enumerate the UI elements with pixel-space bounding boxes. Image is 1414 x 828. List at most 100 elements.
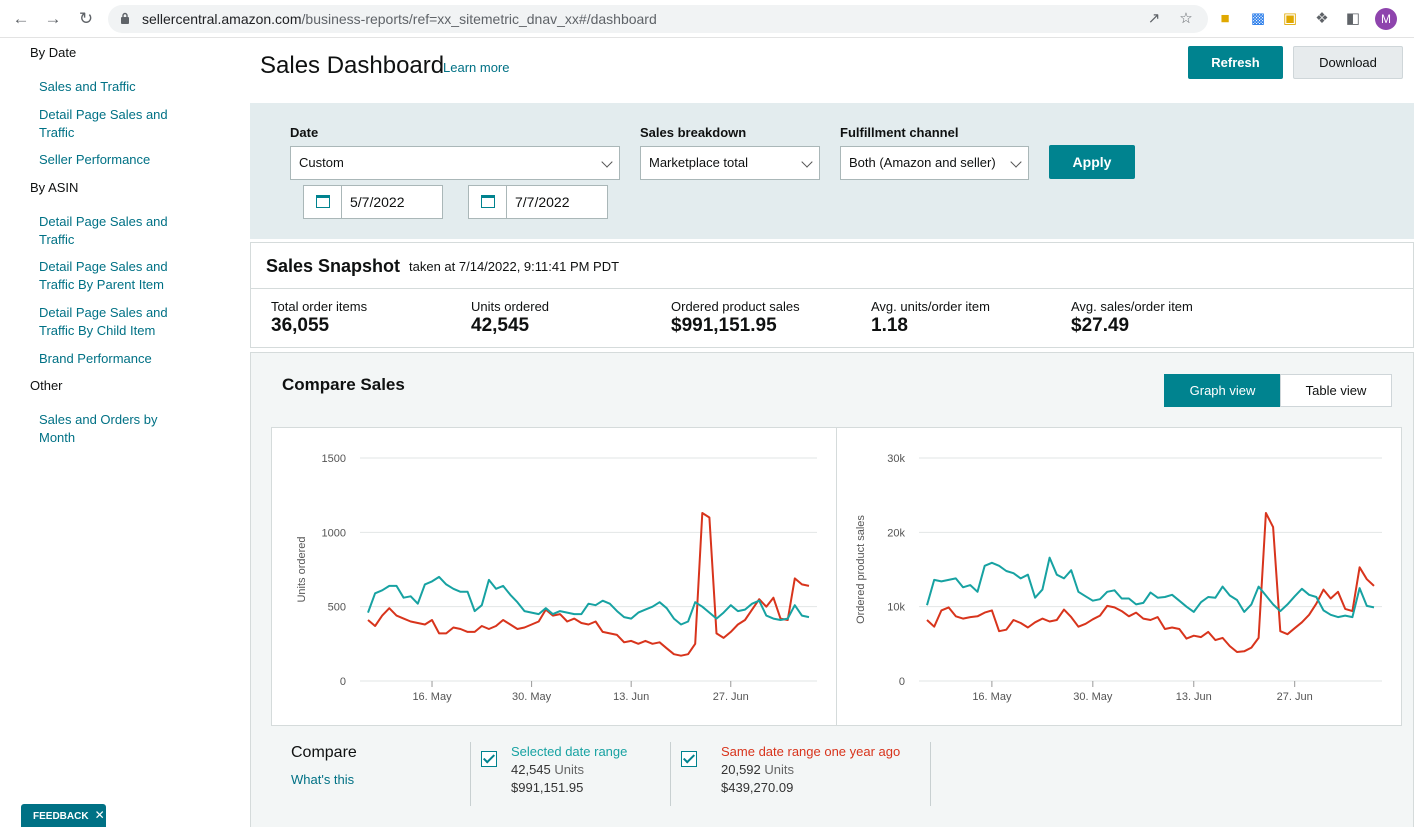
selected-range-units: 42,545 Units xyxy=(511,762,585,777)
x-tick-label: 27. Jun xyxy=(1277,691,1313,703)
browser-toolbar: ← → ↻ sellercentral.amazon.com/business-… xyxy=(0,0,1414,38)
metric-label: Avg. sales/order item xyxy=(1071,299,1193,314)
profile-avatar[interactable]: M xyxy=(1375,8,1397,30)
last-year-label: Same date range one year ago xyxy=(721,744,901,759)
y-tick-label: 1000 xyxy=(322,527,346,539)
metric-value: 42,545 xyxy=(471,315,530,336)
last-year-checkbox[interactable] xyxy=(681,751,697,767)
x-tick-label: 16. May xyxy=(972,691,1012,703)
y-axis-label: Units ordered xyxy=(296,536,308,602)
sidebar-heading-by-date: By Date xyxy=(30,45,77,60)
analytics-extension-icon[interactable]: ▩ xyxy=(1250,10,1266,27)
download-button[interactable]: Download xyxy=(1293,46,1403,79)
date-select[interactable]: Custom xyxy=(290,146,620,180)
chevron-down-icon xyxy=(801,156,813,168)
metric-units-ordered: Units ordered 42,545 xyxy=(471,299,549,337)
chevron-down-icon xyxy=(601,156,613,168)
y-tick-label: 500 xyxy=(328,602,346,614)
sidebar-item-sales-and-traffic[interactable]: Sales and Traffic xyxy=(39,79,136,94)
divider xyxy=(930,742,931,806)
apply-button[interactable]: Apply xyxy=(1049,145,1135,179)
sidebar-item-asin-parent-item[interactable]: Detail Page Sales and Traffic By Parent … xyxy=(39,259,168,292)
y-tick-label: 0 xyxy=(899,676,905,688)
metric-label: Avg. units/order item xyxy=(871,299,990,314)
learn-more-link[interactable]: Learn more xyxy=(443,60,510,75)
metric-label: Units ordered xyxy=(471,299,550,314)
ordered-sales-chart: 0 10k 20k 30k 16. May 30. May 13. Jun 27. Jun Or… xyxy=(836,427,1402,726)
end-date-field[interactable]: 7/7/2022 xyxy=(468,185,608,219)
password-extension-icon[interactable]: ■ xyxy=(1220,10,1230,27)
sidebar-item-asin-child-item[interactable]: Detail Page Sales and Traffic By Child I… xyxy=(39,305,168,338)
sidebar-item-detail-page-sales-traffic[interactable]: Detail Page Sales and Traffic xyxy=(39,107,168,140)
divider xyxy=(470,742,471,806)
url-text: sellercentral.amazon.com/business-report… xyxy=(142,11,657,27)
date-select-value: Custom xyxy=(299,155,344,170)
compare-legend: Compare What's this Selected date range … xyxy=(251,738,1413,818)
selected-range-label: Selected date range xyxy=(511,744,628,759)
extensions-puzzle-icon[interactable]: ❖ xyxy=(1315,10,1329,27)
sidebar-item-asin-detail-page[interactable]: Detail Page Sales and Traffic xyxy=(39,214,168,247)
series-line-last-year xyxy=(367,512,810,657)
feedback-button[interactable]: FEEDBACK ✕ xyxy=(21,804,106,827)
y-tick-label: 0 xyxy=(340,676,346,688)
start-date-field[interactable]: 5/7/2022 xyxy=(303,185,443,219)
metric-value: $27.49 xyxy=(1071,315,1130,336)
snapshot-header: Sales Snapshot taken at 7/14/2022, 9:11:… xyxy=(251,243,1413,289)
metric-avg-units-per-order: Avg. units/order item 1.18 xyxy=(871,299,990,337)
selected-range-checkbox[interactable] xyxy=(481,751,497,767)
sidebar-item-seller-performance[interactable]: Seller Performance xyxy=(39,152,151,167)
filter-panel: Date Custom 5/7/2022 7/7/2022 Sales brea… xyxy=(250,103,1414,239)
y-tick-label: 30k xyxy=(887,453,905,465)
snapshot-title: Sales Snapshot xyxy=(266,256,401,276)
y-tick-label: 1500 xyxy=(322,453,346,465)
table-view-toggle[interactable]: Table view xyxy=(1280,374,1392,407)
refresh-button[interactable]: Refresh xyxy=(1188,46,1283,79)
bookmark-star-icon[interactable]: ☆ xyxy=(1179,10,1193,27)
metric-total-order-items: Total order items 36,055 xyxy=(271,299,367,337)
start-date-value: 5/7/2022 xyxy=(350,194,405,210)
y-tick-label: 20k xyxy=(887,527,905,539)
x-tick-label: 13. Jun xyxy=(613,691,649,703)
metric-value: $991,151.95 xyxy=(671,315,777,336)
calendar-icon[interactable] xyxy=(469,186,507,218)
forward-arrow-icon[interactable]: → xyxy=(44,9,62,28)
reload-icon[interactable]: ↻ xyxy=(78,9,94,28)
x-tick-label: 13. Jun xyxy=(1176,691,1212,703)
whats-this-link[interactable]: What's this xyxy=(291,772,355,787)
units-ordered-chart-svg: 0 500 1000 1500 16. May 30. May 13. Jun 27. Jun… xyxy=(296,453,817,703)
graph-view-toggle[interactable]: Graph view xyxy=(1164,374,1281,407)
lock-icon xyxy=(121,12,129,24)
metric-avg-sales-per-order: Avg. sales/order item $27.49 xyxy=(1071,299,1193,337)
sidebar-heading-by-asin: By ASIN xyxy=(30,180,79,195)
address-bar[interactable]: sellercentral.amazon.com/business-report… xyxy=(108,5,1208,33)
coupon-extension-icon[interactable]: ▣ xyxy=(1282,10,1298,27)
x-tick-label: 16. May xyxy=(412,691,452,703)
series-line-selected-range xyxy=(926,556,1375,619)
metric-value: 36,055 xyxy=(271,315,330,336)
compare-sales-title: Compare Sales xyxy=(282,375,405,394)
sales-breakdown-select[interactable]: Marketplace total xyxy=(640,146,820,180)
compare-sales-panel: Compare Sales Graph view Table view 0 500… xyxy=(250,352,1414,827)
side-panel-icon[interactable]: ◧ xyxy=(1345,10,1361,27)
ordered-sales-chart-svg: 0 10k 20k 30k 16. May 30. May 13. Jun 27. Jun Or… xyxy=(855,453,1382,703)
fulfillment-channel-select[interactable]: Both (Amazon and seller) xyxy=(840,146,1029,180)
sales-snapshot: Sales Snapshot taken at 7/14/2022, 9:11:… xyxy=(250,242,1414,348)
x-tick-label: 27. Jun xyxy=(713,691,749,703)
metric-value: 1.18 xyxy=(871,315,908,336)
last-year-sales: $439,270.09 xyxy=(721,780,794,795)
x-tick-label: 30. May xyxy=(512,691,552,703)
page-title: Sales Dashboard xyxy=(260,52,445,79)
sidebar-item-brand-performance[interactable]: Brand Performance xyxy=(39,351,152,366)
metric-ordered-product-sales: Ordered product sales $991,151.95 xyxy=(671,299,800,337)
sidebar-item-sales-orders-month[interactable]: Sales and Orders by Month xyxy=(39,412,158,445)
y-tick-label: 10k xyxy=(887,602,905,614)
share-icon[interactable]: ↗ xyxy=(1147,10,1161,27)
fulfillment-channel-value: Both (Amazon and seller) xyxy=(849,155,996,170)
series-line-last-year xyxy=(926,512,1375,653)
close-icon[interactable]: ✕ xyxy=(94,808,105,822)
chevron-down-icon xyxy=(1010,156,1022,168)
calendar-icon[interactable] xyxy=(304,186,342,218)
metric-label: Total order items xyxy=(271,299,368,314)
back-arrow-icon[interactable]: ← xyxy=(12,9,30,28)
feedback-label: FEEDBACK xyxy=(33,811,89,822)
